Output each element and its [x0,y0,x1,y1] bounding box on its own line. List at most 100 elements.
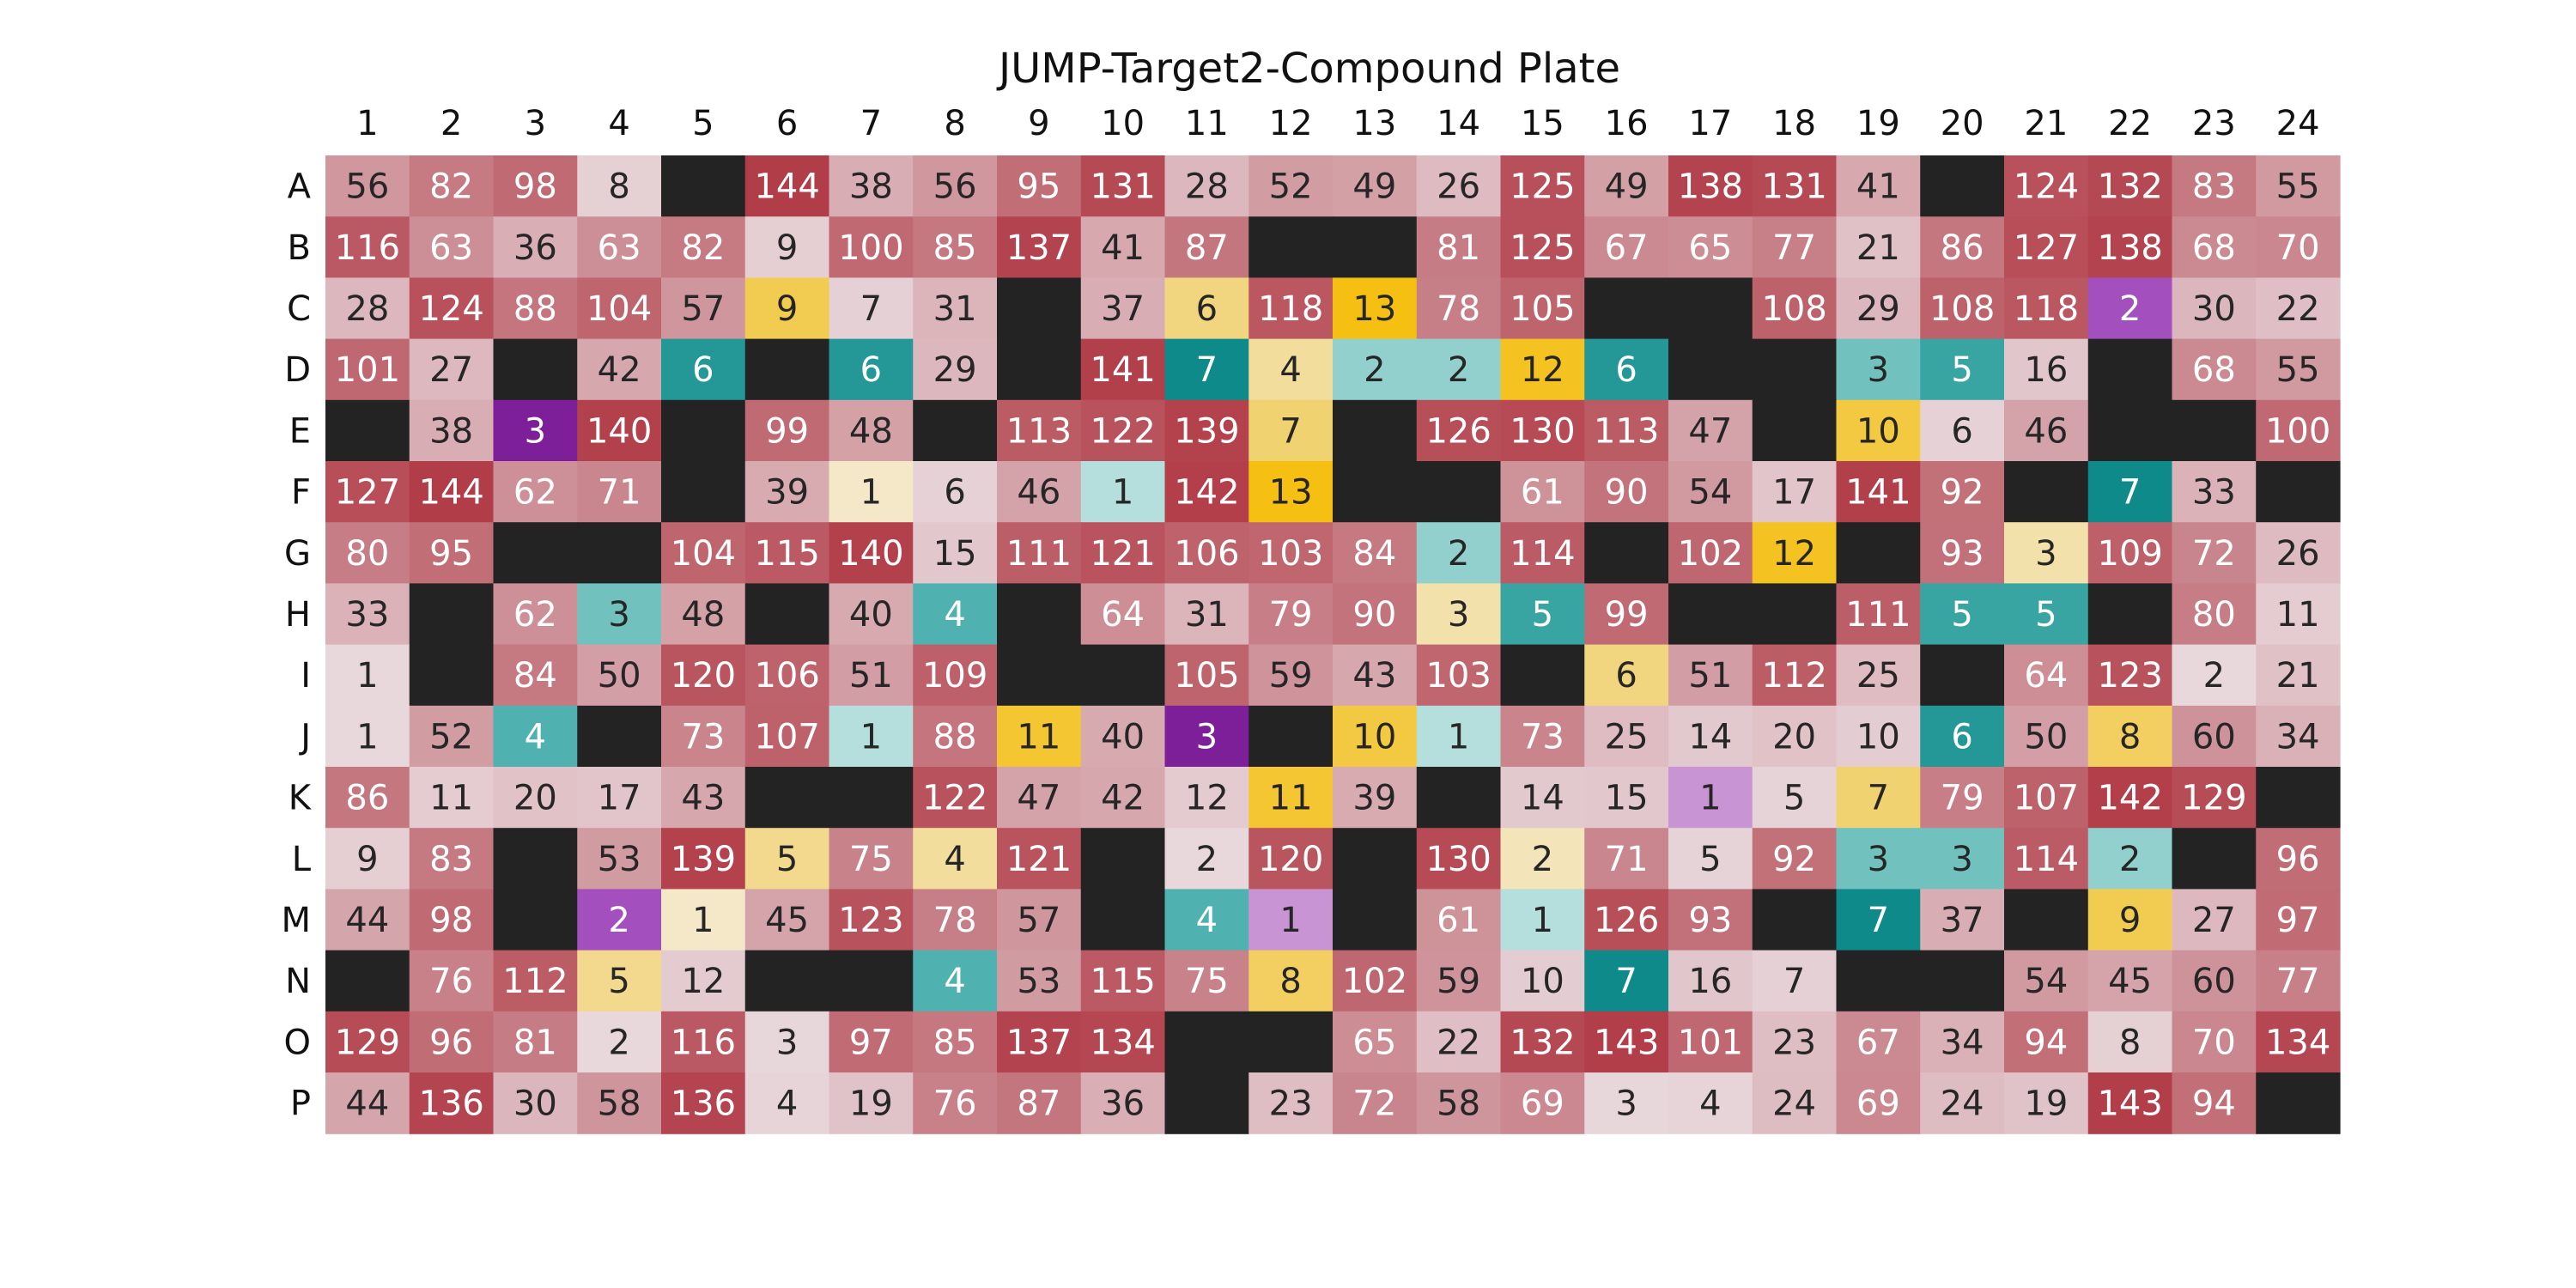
well-E8 [913,399,998,462]
well-value: 6 [1196,289,1218,329]
well-I24 [2256,644,2341,707]
well-value: 68 [2192,228,2236,268]
well-N23 [2172,950,2257,1012]
well-J13 [1333,705,1418,768]
well-K11 [1164,767,1249,829]
well-F3 [493,461,578,523]
well-value: 88 [933,717,977,756]
row-label: D [284,350,311,390]
well-value: 9 [776,228,798,268]
well-K6 [744,767,830,829]
well-value: 8 [2119,1023,2141,1062]
well-value: 7 [2119,473,2141,513]
well-value: 15 [933,534,977,574]
well-D16 [1584,338,1669,401]
well-value: 3 [1868,350,1889,390]
well-L13 [1333,828,1418,890]
well-value: 111 [1845,595,1911,635]
well-value: 27 [2192,901,2236,940]
well-O12 [1249,1011,1334,1073]
well-K24 [2256,767,2341,829]
well-value: 36 [1101,1084,1145,1124]
well-N17 [1668,950,1753,1012]
well-value: 118 [1258,289,1323,329]
well-C4 [577,277,662,340]
well-value: 113 [1006,411,1072,451]
well-N10 [1080,950,1166,1012]
well-M23 [2172,889,2257,951]
well-value: 106 [754,656,819,696]
well-H23 [2172,583,2257,646]
well-value: 19 [2024,1084,2068,1124]
well-D15 [1500,338,1585,401]
well-value: 40 [1101,717,1145,756]
well-value: 72 [1352,1084,1396,1124]
well-value: 140 [838,534,903,574]
well-value: 106 [1174,534,1239,574]
column-label: 4 [608,104,629,143]
well-J7 [829,705,914,768]
well-value: 114 [1510,534,1575,574]
well-C19 [1836,277,1921,340]
column-label: 2 [440,104,462,143]
plate-wells [325,155,2341,1134]
well-L18 [1752,828,1838,890]
well-L22 [2087,828,2173,890]
well-K7 [829,767,914,829]
well-I1 [325,644,410,707]
well-C18 [1752,277,1838,340]
well-value: 3 [2035,534,2057,574]
well-value: 41 [1101,228,1145,268]
well-value: 85 [933,1023,977,1062]
well-J20 [1920,705,2005,768]
well-value: 100 [2265,411,2330,451]
well-P3 [493,1072,578,1134]
well-B7 [829,216,914,278]
well-value: 13 [1352,289,1396,329]
well-F10 [1080,461,1166,523]
well-N5 [661,950,746,1012]
well-value: 67 [1605,228,1649,268]
well-M22 [2087,889,2173,951]
well-value: 5 [1699,840,1721,879]
well-value: 30 [513,1084,557,1124]
well-A7 [829,155,914,217]
well-value: 46 [1017,473,1060,513]
well-value: 96 [2276,840,2320,879]
well-value: 102 [1678,534,1743,574]
well-value: 3 [1196,717,1218,756]
well-value: 99 [765,411,809,451]
well-value: 2 [608,901,629,940]
well-D19 [1836,338,1921,401]
well-G17 [1668,522,1753,584]
column-label: 8 [944,104,965,143]
well-C2 [409,277,495,340]
well-J22 [2087,705,2173,768]
column-label: 5 [692,104,714,143]
well-A15 [1500,155,1585,217]
well-value: 44 [345,901,389,940]
well-value: 67 [1856,1023,1900,1062]
well-L12 [1249,828,1334,890]
well-value: 1 [860,473,882,513]
well-P12 [1249,1072,1334,1134]
well-J16 [1584,705,1669,768]
well-value: 136 [418,1084,483,1124]
well-M8 [913,889,998,951]
well-value: 84 [1352,534,1396,574]
well-value: 127 [335,473,400,513]
well-value: 49 [1605,167,1649,207]
well-value: 49 [1352,167,1396,207]
well-value: 47 [1017,779,1060,818]
well-O20 [1920,1011,2005,1073]
well-value: 1 [1532,901,1553,940]
well-value: 92 [1772,840,1816,879]
column-label: 10 [1101,104,1145,143]
well-E16 [1584,399,1669,462]
well-P2 [409,1072,495,1134]
well-value: 70 [2192,1023,2236,1062]
well-value: 17 [1772,473,1816,513]
well-E12 [1249,399,1334,462]
well-J21 [2004,705,2089,768]
well-P15 [1500,1072,1585,1134]
